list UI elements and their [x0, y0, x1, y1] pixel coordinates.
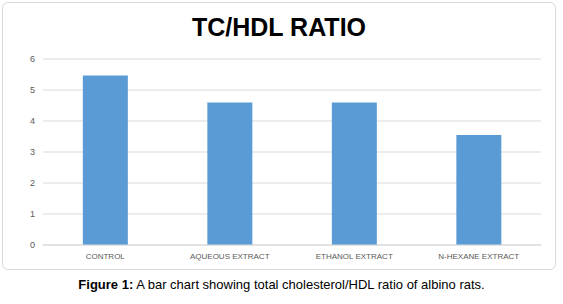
- svg-text:N-HEXANE EXTRACT: N-HEXANE EXTRACT: [438, 252, 519, 261]
- svg-text:ETHANOL EXTRACT: ETHANOL EXTRACT: [316, 252, 393, 261]
- svg-text:4: 4: [30, 116, 35, 126]
- html-text:Figure 1: A bar chart showing: Figure 1: A bar chart showing total chol…: [78, 277, 485, 292]
- svg-text:0: 0: [30, 240, 35, 250]
- svg-text:2: 2: [30, 178, 35, 188]
- svg-text:6: 6: [30, 54, 35, 64]
- html-text:TC/HDL RATIO: TC/HDL RATIO: [192, 13, 366, 41]
- svg-text:5: 5: [30, 85, 35, 95]
- svg-text:AQUEOUS EXTRACT: AQUEOUS EXTRACT: [190, 252, 270, 261]
- svg-text:3: 3: [30, 147, 35, 157]
- svg-text:CONTROL: CONTROL: [86, 252, 126, 261]
- svg-text:1: 1: [30, 209, 35, 219]
